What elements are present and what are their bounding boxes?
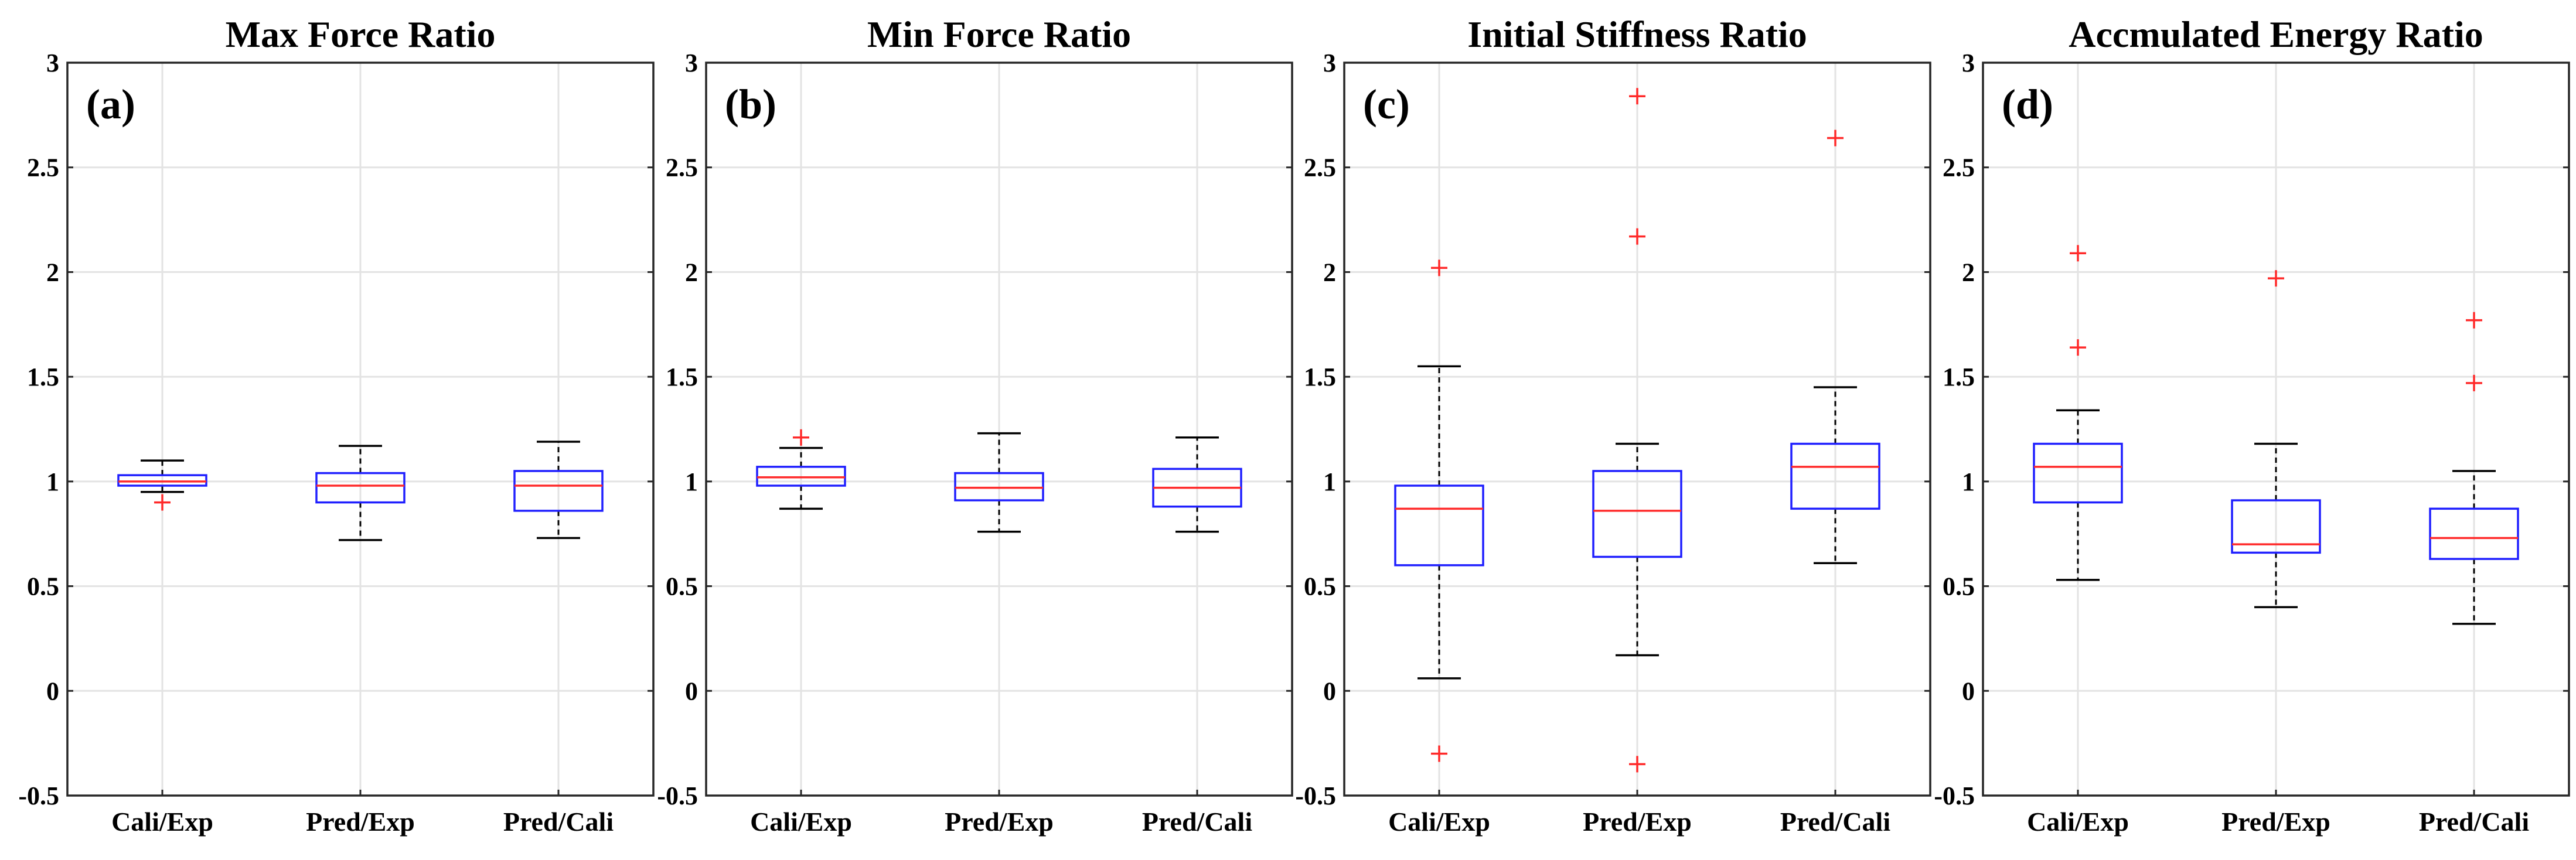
- outlier-marker: [2070, 245, 2086, 262]
- y-tick-label: 1.5: [27, 363, 59, 391]
- x-tick-label: Pred/Cali: [2419, 807, 2529, 837]
- y-tick-label: 3: [685, 49, 698, 77]
- box-pred-cali: [1790, 129, 1880, 565]
- y-tick-label: 1: [1323, 467, 1336, 496]
- y-tick-label: 2.5: [27, 153, 59, 182]
- y-tick-label: 1.5: [1304, 363, 1336, 391]
- panel-label: (a): [86, 81, 135, 128]
- chart-panel-a: -0.5 0 0.5 1 1.5 2 2.5 3 Cali/Exp Pred/Exp Pred/Ca…: [18, 13, 655, 837]
- y-tick-label: 3: [1962, 49, 1975, 77]
- y-tick-label: 2.5: [1943, 153, 1975, 182]
- box-cali-exp: [756, 429, 846, 510]
- panel-label: (c): [1363, 81, 1410, 128]
- y-tick-label: -0.5: [1295, 781, 1336, 810]
- outlier-marker: [2466, 374, 2482, 391]
- outlier-marker: [154, 494, 171, 511]
- x-tick-label: Cali/Exp: [2027, 807, 2129, 837]
- y-tick-label: 0.5: [666, 572, 698, 601]
- box-pred-cali: [513, 441, 604, 540]
- chart-title: Initial Stiffness Ratio: [1467, 13, 1807, 55]
- interquartile-box: [513, 470, 604, 512]
- chart-panel-c: -0.5 0 0.5 1 1.5 2 2.5 3 Cali/Exp Pred/Exp Pred/Ca…: [1295, 13, 1931, 837]
- chart-panel-b: -0.5 0 0.5 1 1.5 2 2.5 3 Cali/Exp Pred/Exp Pred/Ca…: [657, 13, 1293, 837]
- y-tick-label: -0.5: [18, 781, 59, 810]
- outlier-marker: [1629, 88, 1645, 105]
- chart-title: Min Force Ratio: [867, 13, 1131, 55]
- box-pred-cali: [2429, 312, 2519, 625]
- y-tick-label: 2: [1962, 258, 1975, 286]
- chart-title: Max Force Ratio: [226, 13, 496, 55]
- outlier-marker: [1827, 129, 1844, 146]
- x-tick-label: Pred/Cali: [503, 807, 614, 837]
- x-tick-label: Pred/Cali: [1780, 807, 1890, 837]
- chart-panels: -0.5 0 0.5 1 1.5 2 2.5 3 Cali/Exp Pred/Exp Pred/Ca…: [18, 13, 2570, 837]
- y-tick-label: 3: [46, 49, 59, 77]
- outlier-marker: [2466, 312, 2482, 329]
- y-tick-label: 3: [1323, 49, 1336, 77]
- y-tick-label: 1: [685, 467, 698, 496]
- y-tick-label: 1.5: [1943, 363, 1975, 391]
- y-tick-label: 2: [46, 258, 59, 286]
- x-tick-label: Pred/Cali: [1142, 807, 1252, 837]
- box-cali-exp: [1394, 260, 1484, 762]
- chart-panel-d: -0.5 0 0.5 1 1.5 2 2.5 3 Cali/Exp Pred/Exp Pred/Ca…: [1934, 13, 2570, 837]
- x-tick-label: Pred/Exp: [306, 807, 415, 837]
- outlier-marker: [2070, 339, 2086, 356]
- box-cali-exp: [2033, 245, 2123, 581]
- interquartile-box: [954, 472, 1044, 501]
- y-tick-label: 1.5: [666, 363, 698, 391]
- y-tick-label: 2.5: [666, 153, 698, 182]
- interquartile-box: [315, 472, 406, 504]
- interquartile-box: [2429, 507, 2519, 560]
- box-cali-exp: [117, 459, 207, 511]
- y-tick-label: 0: [46, 677, 59, 705]
- x-tick-label: Pred/Exp: [2221, 807, 2330, 837]
- interquartile-box: [117, 474, 207, 487]
- y-tick-label: 2.5: [1304, 153, 1336, 182]
- box-pred-exp: [1592, 88, 1682, 773]
- panel-label: (b): [725, 81, 776, 128]
- y-tick-label: -0.5: [657, 781, 698, 810]
- y-tick-label: 2: [1323, 258, 1336, 286]
- box-pred-cali: [1152, 436, 1242, 533]
- y-tick-label: -0.5: [1934, 781, 1975, 810]
- x-tick-label: Cali/Exp: [1388, 807, 1490, 837]
- y-tick-label: 0: [685, 677, 698, 705]
- box-pred-exp: [315, 445, 406, 541]
- y-tick-label: 1: [1962, 467, 1975, 496]
- box-pred-exp: [2231, 270, 2321, 609]
- interquartile-box: [756, 466, 846, 487]
- outlier-marker: [1629, 228, 1645, 245]
- y-tick-label: 2: [685, 258, 698, 286]
- chart-title: Accmulated Energy Ratio: [2069, 13, 2483, 55]
- outlier-marker: [1629, 756, 1645, 773]
- y-tick-label: 0.5: [27, 572, 59, 601]
- interquartile-box: [1394, 484, 1484, 566]
- outlier-marker: [2268, 270, 2284, 287]
- interquartile-box: [2033, 442, 2123, 504]
- outlier-marker: [793, 429, 809, 446]
- interquartile-box: [2231, 499, 2321, 554]
- interquartile-box: [1790, 442, 1880, 510]
- box-pred-exp: [954, 432, 1044, 533]
- x-tick-label: Cali/Exp: [750, 807, 852, 837]
- panel-label: (d): [2002, 81, 2053, 128]
- x-tick-label: Cali/Exp: [111, 807, 213, 837]
- outlier-marker: [1431, 260, 1447, 277]
- y-tick-label: 0: [1962, 677, 1975, 705]
- y-tick-label: 0.5: [1943, 572, 1975, 601]
- x-tick-label: Pred/Exp: [1583, 807, 1692, 837]
- y-tick-label: 0: [1323, 677, 1336, 705]
- x-tick-label: Pred/Exp: [945, 807, 1054, 837]
- y-tick-label: 0.5: [1304, 572, 1336, 601]
- y-tick-label: 1: [46, 467, 59, 496]
- interquartile-box: [1592, 470, 1682, 558]
- outlier-marker: [1431, 745, 1447, 762]
